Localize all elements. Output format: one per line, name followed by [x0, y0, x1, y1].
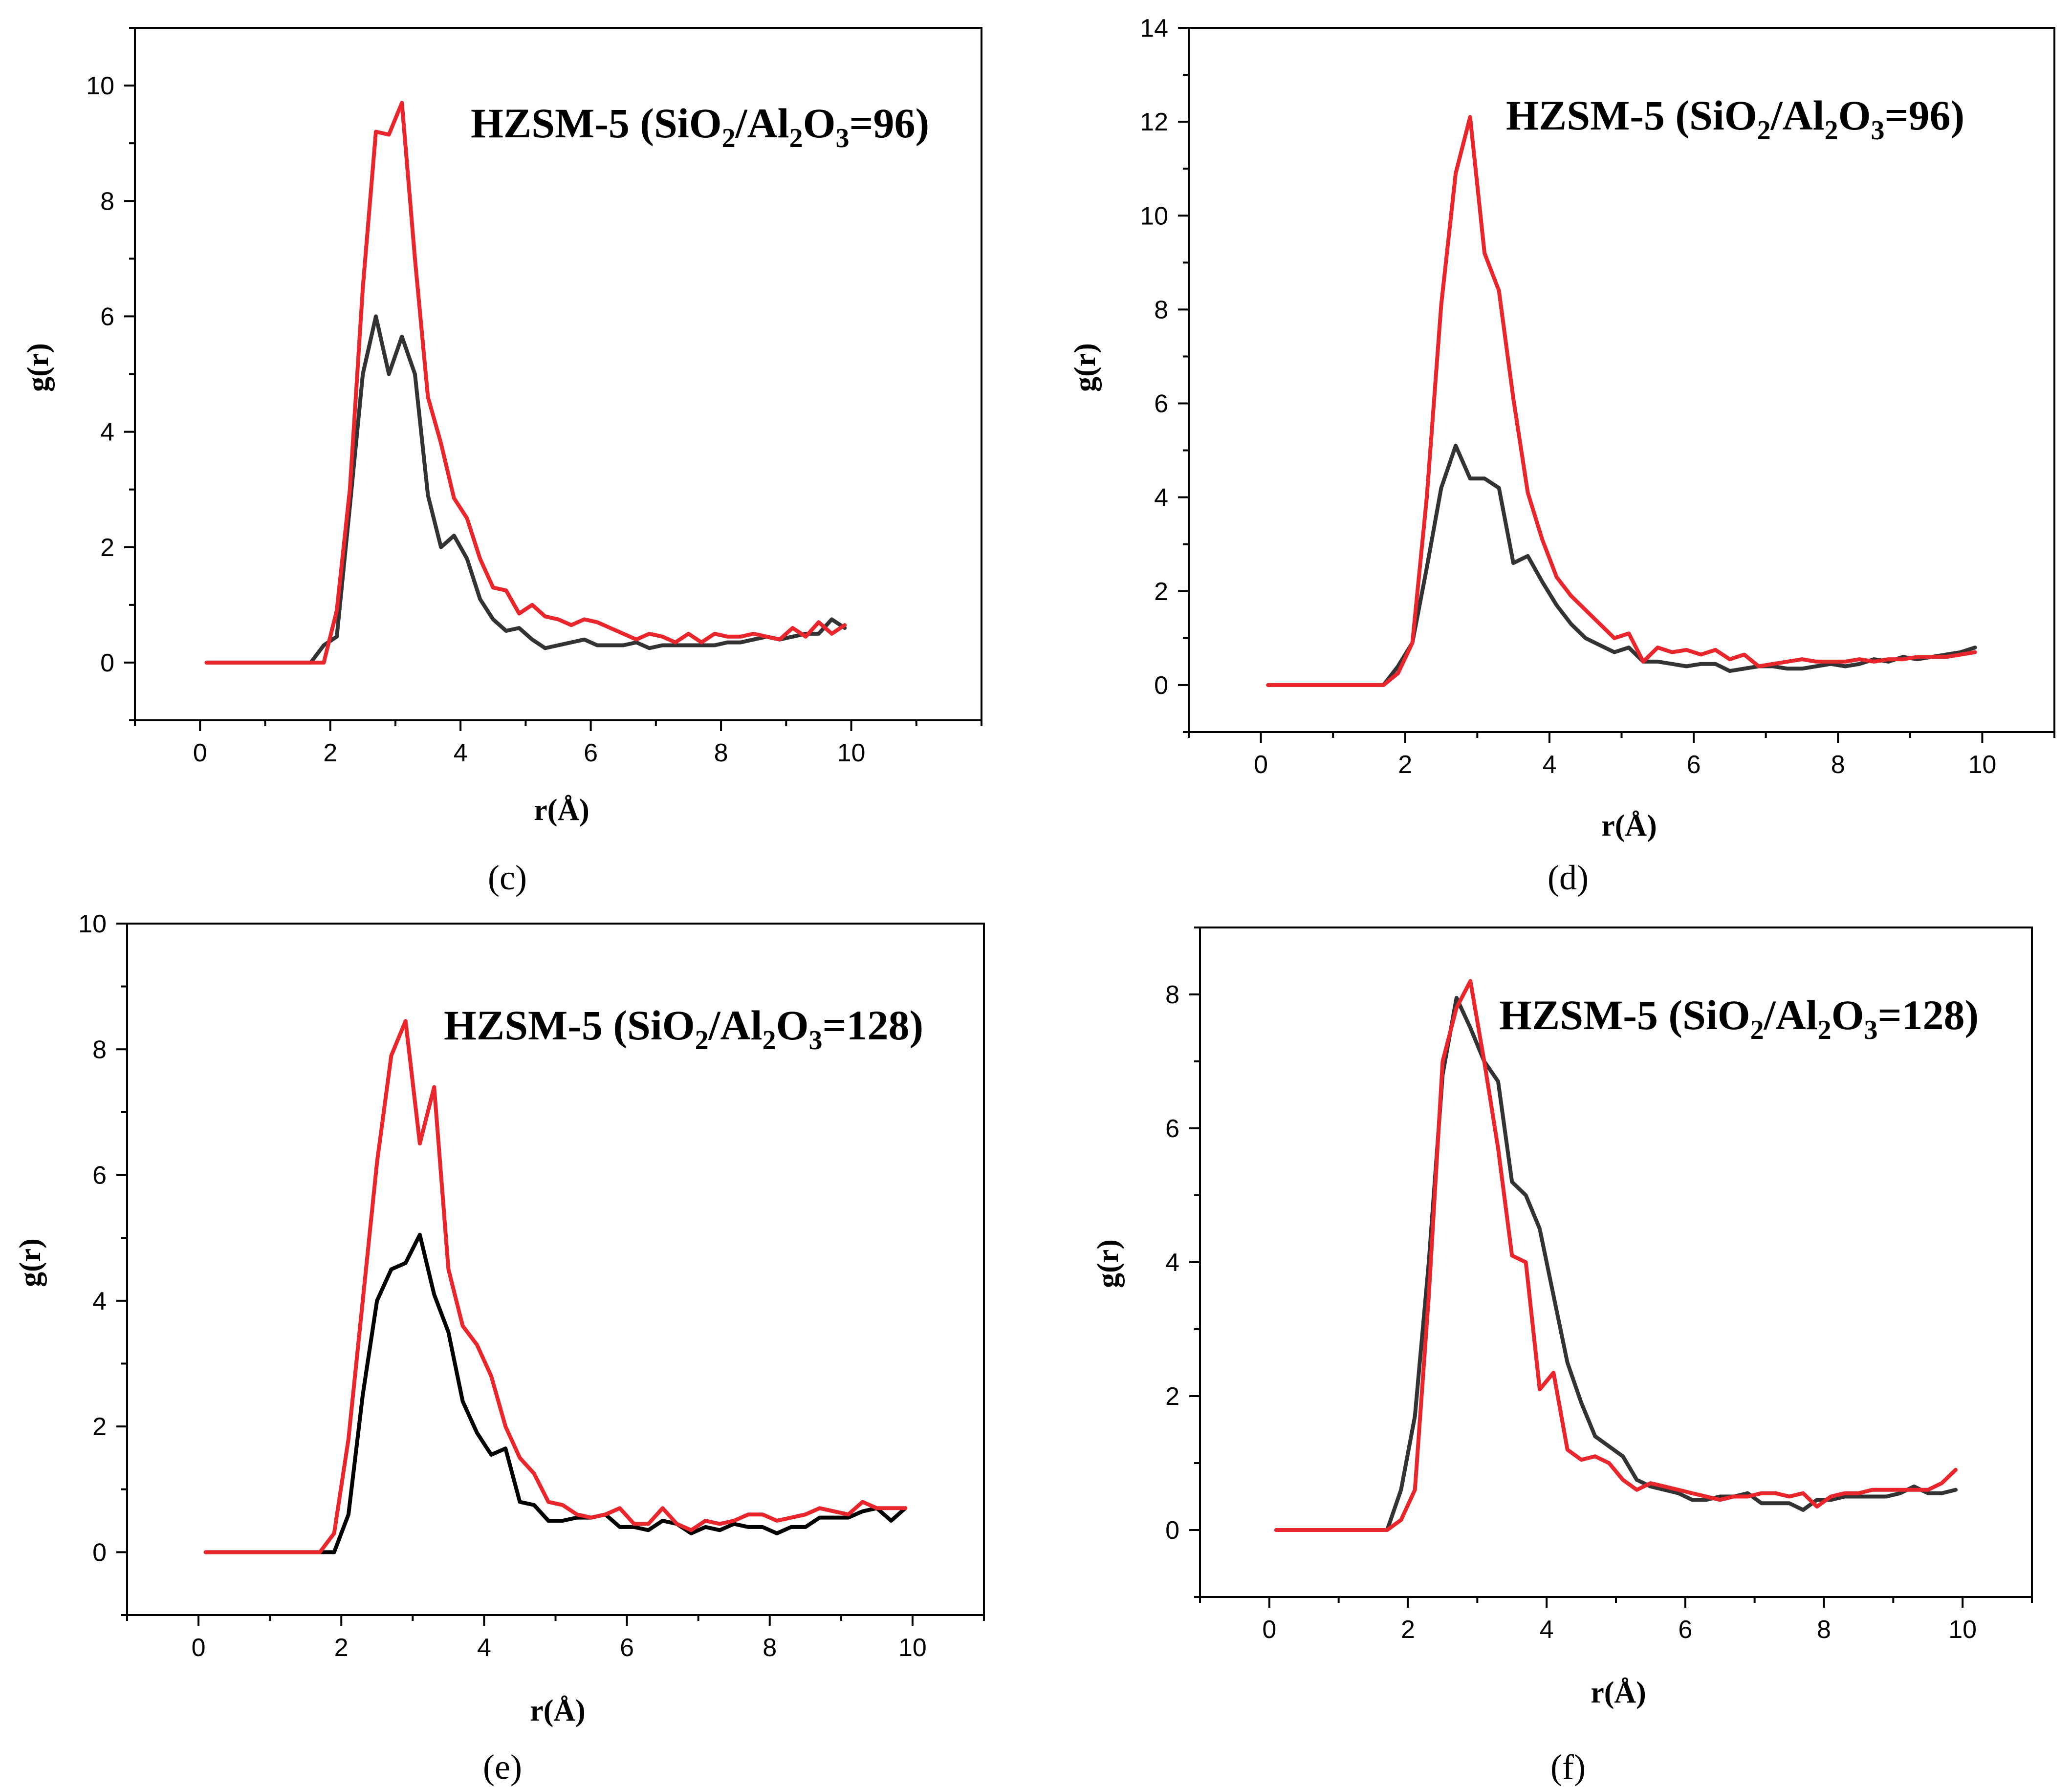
panel-c-chart: HZSM-5 (SiO2/Al2O3=96) r(Å) g(r) (c) 0 2 4… [22, 27, 982, 897]
panel-d-chart: HZSM-5 (SiO2/Al2O3=96) r(Å) g(r) (d) 0 2 4… [1069, 14, 2055, 897]
panel-e-x-axis-label: r(Å) [530, 1694, 586, 1727]
panel-e-y-tick-label: 0 [92, 1538, 107, 1567]
panel-d-x-tick-label: 0 [1254, 751, 1268, 779]
panel-f-x-tick-label: 4 [1540, 1616, 1554, 1644]
panel-e-title: HZSM-5 (SiO2/Al2O3=128) [444, 1002, 923, 1056]
panel-c-y-tick-label: 6 [100, 302, 114, 331]
panel-d-x-tick-label: 6 [1687, 751, 1701, 779]
panel-f-x-tick-label: 2 [1401, 1616, 1415, 1644]
panel-f-x-tick-label: 0 [1262, 1616, 1276, 1644]
panel-e-x-tick-label: 0 [192, 1634, 206, 1662]
panel-e-x-tick-label: 2 [334, 1634, 349, 1662]
panel-d-y-tick-label: 8 [1154, 296, 1168, 324]
panel-c-caption: (c) [488, 858, 527, 897]
panel-c-y-axis-label: g(r) [22, 343, 55, 392]
panel-d-title: HZSM-5 (SiO2/Al2O3=96) [1506, 92, 1964, 146]
panel-e-y-tick-label: 4 [92, 1287, 107, 1315]
panel-d-series-black-line [1266, 444, 1977, 687]
panel-f-x-tick-label: 10 [1948, 1616, 1977, 1644]
panel-e-x-tick-label: 8 [763, 1634, 777, 1662]
panel-d-y-tick-label: 10 [1140, 202, 1168, 230]
panel-e-series-red-line [203, 1019, 908, 1554]
panel-d-y-tick-label: 2 [1154, 578, 1168, 606]
panel-f-x-tick-label: 8 [1817, 1616, 1831, 1644]
panel-c-y-tick-label: 10 [86, 72, 114, 100]
panel-c-series-black-line [204, 314, 847, 665]
panel-d-y-tick-label: 0 [1154, 671, 1168, 700]
panel-c-x-tick-label: 6 [584, 739, 598, 767]
panel-d-y-tick-label: 12 [1140, 108, 1168, 136]
panel-f-series-black-line [1274, 995, 1958, 1532]
panel-d-y-tick-label: 6 [1154, 390, 1168, 418]
panel-f-y-tick-label: 0 [1165, 1516, 1179, 1545]
panel-c-y-tick-label: 8 [100, 187, 114, 216]
panel-d-x-tick-label: 2 [1398, 751, 1412, 779]
panel-e-chart: HZSM-5 (SiO2/Al2O3=128) r(Å) g(r) (e) 0 2… [14, 910, 985, 1787]
panel-d-caption: (d) [1548, 858, 1589, 897]
panel-f-x-axis-label: r(Å) [1591, 1676, 1646, 1709]
panel-d-x-axis-label: r(Å) [1601, 809, 1657, 842]
panel-d-x-tick-label: 4 [1542, 751, 1556, 779]
panel-c-x-tick-label: 10 [837, 739, 866, 767]
panel-c-series-red-line [204, 101, 847, 665]
panel-e-y-axis-label: g(r) [14, 1238, 47, 1287]
panel-e-y-tick-label: 10 [78, 910, 107, 938]
panel-d-x-tick-label: 10 [1968, 751, 1996, 779]
panel-e-x-tick-label: 4 [477, 1634, 491, 1662]
panel-e-y-tick-label: 8 [92, 1035, 107, 1064]
panel-c-y-tick-label: 2 [100, 534, 114, 562]
panel-c-x-tick-label: 2 [323, 739, 337, 767]
panel-d-x-tick-label: 8 [1831, 751, 1845, 779]
panel-d-y-tick-label: 4 [1154, 484, 1168, 512]
panel-c-x-tick-label: 4 [454, 739, 468, 767]
panel-c-y-tick-label: 4 [100, 418, 114, 447]
panel-e-y-tick-label: 2 [92, 1413, 107, 1441]
panel-c-y-tick-label: 0 [100, 649, 114, 677]
panel-f-title: HZSM-5 (SiO2/Al2O3=128) [1499, 991, 1979, 1045]
panel-f-y-axis-label: g(r) [1091, 1239, 1125, 1288]
panel-f-series-red-line [1274, 979, 1958, 1532]
panel-e-x-tick-label: 6 [620, 1634, 634, 1662]
panel-c-x-tick-label: 0 [193, 739, 207, 767]
panel-d-y-axis-label: g(r) [1069, 343, 1102, 392]
panel-e-y-tick-label: 6 [92, 1162, 107, 1190]
panel-d-series-red-line [1266, 115, 1977, 687]
panel-f-y-tick-label: 8 [1165, 981, 1179, 1009]
panel-e-caption: (e) [483, 1747, 522, 1787]
panel-c-x-tick-label: 8 [714, 739, 728, 767]
panel-e-x-tick-label: 10 [898, 1634, 927, 1662]
panel-f-caption: (f) [1550, 1747, 1586, 1787]
panel-c-title: HZSM-5 (SiO2/Al2O3=96) [471, 100, 929, 153]
panel-f-y-tick-label: 6 [1165, 1115, 1179, 1143]
panel-d-y-tick-label: 14 [1140, 14, 1168, 43]
panel-c-x-axis-label: r(Å) [534, 794, 589, 827]
panel-f-x-tick-label: 6 [1678, 1616, 1692, 1644]
panel-f-y-tick-label: 4 [1165, 1249, 1179, 1277]
panel-f-y-tick-label: 2 [1165, 1382, 1179, 1411]
panel-f-chart: HZSM-5 (SiO2/Al2O3=128) r(Å) g(r) (f) 0 2… [1091, 927, 2033, 1787]
